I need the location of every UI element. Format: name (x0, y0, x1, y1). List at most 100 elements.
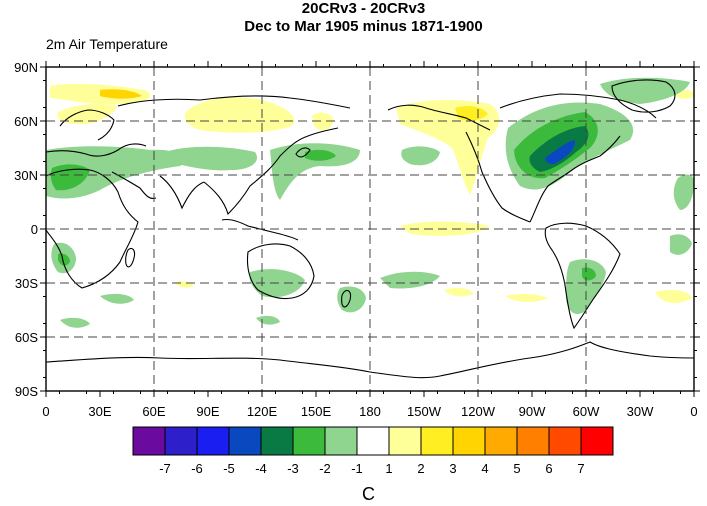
colorbar-tick-label: -4 (255, 461, 267, 476)
colorbar-tick-label: 2 (417, 461, 424, 476)
warm-patch-south-pacific-a (175, 281, 194, 288)
x-tick-label: 150E (301, 404, 332, 419)
y-tick-label: 30N (14, 168, 38, 183)
coastline-greenland (611, 79, 676, 113)
map-title-line1: 20CRv3 - 20CRv3 (301, 0, 426, 17)
colorbar-swatch (516, 426, 550, 456)
colorbar-tick-label: 6 (545, 461, 552, 476)
colorbar-swatch (260, 426, 294, 456)
colorbar-swatch (388, 426, 422, 456)
colorbar-tick-label: -2 (319, 461, 331, 476)
colorbar-tick-label: 5 (513, 461, 520, 476)
coastline-siberia-north (117, 95, 351, 109)
warm-patch-greenland (676, 89, 694, 99)
colorbar-tick-label: -1 (351, 461, 363, 476)
colorbar-swatch (356, 426, 390, 456)
x-axis-tick-labels: 0 30E 60E 90E 120E 150E 180 150W 120W 90W 60W 30W 0 (42, 404, 697, 419)
y-tick-label: 90S (15, 384, 38, 399)
coastline-na-east (529, 135, 621, 223)
map-title-line2: Dec to Mar 1905 minus 1871-1900 (244, 18, 483, 35)
coastline-madagascar (125, 247, 136, 268)
y-axis-tick-labels: 90N 60N 30N 0 30S 60S 90S (14, 60, 38, 399)
colorbar-swatch (580, 426, 614, 456)
coastline-south-america (544, 222, 621, 330)
x-tick-label: 60W (573, 404, 600, 419)
y-tick-label: 60N (14, 114, 38, 129)
coastline-india (159, 175, 205, 210)
cold-patch-north-pacific (401, 146, 440, 166)
colorbar-swatch (292, 426, 326, 456)
coastline-na-west (465, 131, 531, 223)
coastlines (46, 79, 694, 379)
axis-ticks (40, 61, 700, 397)
x-tick-label: 90E (196, 404, 219, 419)
coastline-africa (46, 168, 139, 289)
x-tick-label: 60E (142, 404, 165, 419)
colorbar-tick-label: -7 (159, 461, 171, 476)
coastline-antarctica (46, 341, 694, 379)
colorbar-unit-label: C (362, 484, 375, 504)
coastline-canada-north (499, 93, 657, 119)
colorbar-tick-label: 4 (481, 461, 488, 476)
cold-patch-southeast-africa (670, 234, 692, 255)
colorbar-swatch (164, 426, 198, 456)
colorbar-swatch (548, 426, 582, 456)
variable-subtitle: 2m Air Temperature (46, 36, 168, 52)
cold-patch-south-america (566, 259, 606, 315)
coastline-new-zealand (341, 289, 352, 308)
warm-patch-south-atlantic-east (655, 290, 692, 304)
cold-patch-east-asia (270, 143, 360, 200)
x-tick-label: 30W (627, 404, 654, 419)
x-tick-label: 30E (88, 404, 111, 419)
x-tick-label: 0 (42, 404, 49, 419)
colorbar-tick-label: -6 (191, 461, 203, 476)
x-tick-label: 0 (690, 404, 697, 419)
coastline-australia (246, 243, 315, 300)
cold-patch-central-asia (165, 146, 258, 171)
colorbar-tick-label: -5 (223, 461, 235, 476)
y-tick-label: 30S (15, 276, 38, 291)
y-tick-label: 90N (14, 60, 38, 75)
cold-patch-antarctic-periphery (60, 317, 90, 328)
coastline-scandinavia (59, 109, 115, 141)
cold-patch-south-pacific (380, 271, 440, 289)
colorbar-tick-label: 7 (577, 461, 584, 476)
x-tick-label: 120W (461, 404, 496, 419)
colorbar-swatch (452, 426, 486, 456)
cold-patch-east-north-america-core (545, 140, 576, 165)
colorbar-swatch (228, 426, 262, 456)
x-tick-label: 90W (519, 404, 546, 419)
cold-patch-southern-ocean (256, 315, 280, 325)
coastline-east-asia (203, 127, 339, 216)
coastline-europe (46, 143, 147, 157)
y-tick-label: 0 (31, 222, 38, 237)
cold-patch-east-asia-core (305, 149, 336, 161)
warm-patch-europe (57, 104, 118, 125)
cold-patch-east-africa-core (58, 253, 70, 266)
colorbar-swatch (420, 426, 454, 456)
colorbar-swatch (324, 426, 358, 456)
warm-patch-arctic-europe-core (100, 89, 142, 99)
y-tick-label: 60S (15, 330, 38, 345)
colorbar-tick-label: -3 (287, 461, 299, 476)
colorbar-swatch (132, 426, 166, 456)
warm-patch-south-pacific-b (444, 287, 474, 297)
warm-patch-siberia (184, 97, 295, 133)
colorbar-swatch (484, 426, 518, 456)
warm-patch-alaska (396, 99, 500, 195)
cold-patch-arctic-canada (600, 77, 690, 104)
cold-patch-west-europe (673, 174, 694, 210)
x-tick-label: 120E (247, 404, 278, 419)
colorbar-swatch (196, 426, 230, 456)
x-tick-label: 180 (359, 404, 381, 419)
colorbar-tick-label: 3 (449, 461, 456, 476)
anomaly-shading (46, 77, 694, 328)
grid-lines (46, 67, 694, 391)
coastline-japan (295, 147, 311, 158)
x-tick-label: 150W (407, 404, 442, 419)
cold-patch-sahara (46, 146, 184, 199)
cold-patch-southern-indian (100, 293, 134, 304)
colorbar-tick-label: 1 (385, 461, 392, 476)
cold-patch-new-zealand (337, 286, 366, 313)
